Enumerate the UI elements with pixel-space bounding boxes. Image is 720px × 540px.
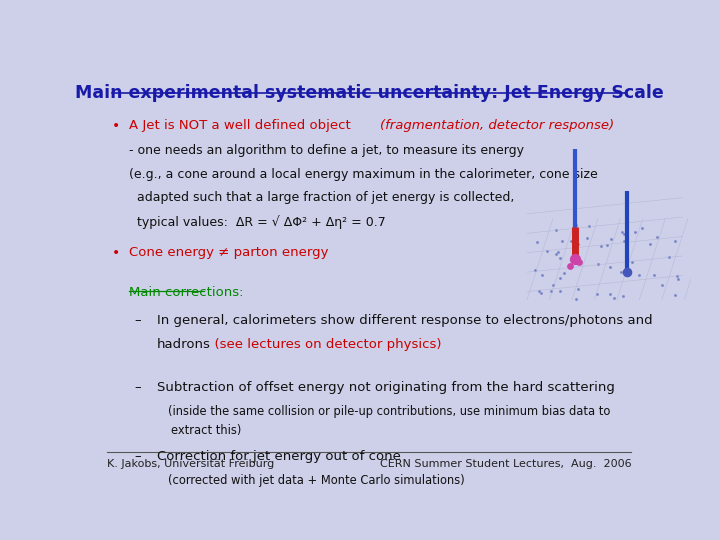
- Point: [669, 291, 680, 299]
- Point: [582, 221, 594, 230]
- Point: [582, 233, 593, 242]
- Point: [529, 266, 541, 274]
- Point: [541, 247, 553, 255]
- Text: Main experimental systematic uncertainty: Jet Energy Scale: Main experimental systematic uncertainty…: [75, 84, 663, 102]
- Point: [536, 270, 548, 279]
- Text: –: –: [135, 314, 141, 327]
- Point: [547, 280, 559, 289]
- Text: –: –: [135, 381, 141, 394]
- Text: (see lectures on detector physics): (see lectures on detector physics): [206, 338, 441, 350]
- Point: [616, 227, 628, 236]
- Point: [550, 250, 562, 259]
- Point: [559, 268, 570, 277]
- Point: [573, 258, 585, 267]
- Point: [535, 289, 546, 298]
- Point: [534, 287, 545, 295]
- Text: hadrons: hadrons: [157, 338, 211, 350]
- Point: [570, 295, 582, 303]
- Point: [595, 241, 606, 250]
- Point: [618, 230, 629, 238]
- Point: [672, 275, 684, 284]
- Point: [652, 232, 663, 241]
- Point: [670, 237, 681, 245]
- Point: [564, 261, 576, 270]
- Text: K. Jakobs, Universität Freiburg: K. Jakobs, Universität Freiburg: [107, 459, 274, 469]
- Point: [626, 258, 638, 266]
- Point: [618, 237, 630, 245]
- Text: adapted such that a large fraction of jet energy is collected,: adapted such that a large fraction of je…: [129, 191, 514, 204]
- Text: Correction for jet energy out of cone: Correction for jet energy out of cone: [157, 450, 401, 463]
- Point: [633, 271, 644, 279]
- Point: [608, 293, 620, 302]
- Point: [554, 254, 565, 262]
- Text: A Jet is NOT a well defined object: A Jet is NOT a well defined object: [129, 119, 351, 132]
- Point: [621, 268, 633, 276]
- Point: [550, 225, 562, 234]
- Text: (e.g., a cone around a local energy maximum in the calorimeter, cone size: (e.g., a cone around a local energy maxi…: [129, 167, 598, 180]
- Text: Cone energy ≠ parton energy: Cone energy ≠ parton energy: [129, 246, 328, 259]
- Point: [554, 287, 566, 296]
- Point: [648, 271, 660, 279]
- Point: [570, 220, 582, 229]
- Point: [570, 255, 581, 264]
- Point: [565, 237, 577, 245]
- Text: extract this): extract this): [171, 424, 241, 437]
- Point: [657, 280, 668, 289]
- Point: [591, 289, 603, 298]
- Point: [573, 255, 585, 264]
- Text: –: –: [135, 450, 141, 463]
- Point: [644, 240, 656, 248]
- Point: [552, 248, 564, 256]
- Point: [616, 268, 627, 276]
- Text: •: •: [112, 119, 120, 133]
- Text: Subtraction of offset energy not originating from the hard scattering: Subtraction of offset energy not origina…: [157, 381, 615, 394]
- Point: [617, 292, 629, 301]
- Point: [663, 253, 675, 261]
- Text: CERN Summer Student Lectures,  Aug.  2006: CERN Summer Student Lectures, Aug. 2006: [379, 459, 631, 469]
- Point: [557, 237, 568, 245]
- Point: [554, 274, 565, 282]
- Point: [531, 238, 543, 246]
- Point: [601, 241, 613, 249]
- Point: [605, 263, 616, 272]
- Text: (inside the same collision or pile-up contributions, use minimum bias data to: (inside the same collision or pile-up co…: [168, 405, 611, 418]
- Text: (corrected with jet data + Monte Carlo simulations): (corrected with jet data + Monte Carlo s…: [168, 474, 465, 487]
- Point: [545, 286, 557, 295]
- Text: typical values:  ΔR = √ ΔΦ² + Δη² = 0.7: typical values: ΔR = √ ΔΦ² + Δη² = 0.7: [129, 215, 386, 228]
- Point: [606, 234, 617, 243]
- Point: [572, 285, 584, 293]
- Point: [629, 228, 641, 237]
- Text: Main corrections:: Main corrections:: [129, 286, 243, 299]
- Point: [572, 240, 584, 248]
- Point: [636, 224, 648, 233]
- Point: [672, 272, 683, 280]
- Point: [593, 259, 604, 268]
- Text: (fragmentation, detector response): (fragmentation, detector response): [380, 119, 614, 132]
- Point: [604, 290, 616, 299]
- Text: - one needs an algorithm to define a jet, to measure its energy: - one needs an algorithm to define a jet…: [129, 144, 524, 157]
- Text: In general, calorimeters show different response to electrons/photons and: In general, calorimeters show different …: [157, 314, 652, 327]
- Text: •: •: [112, 246, 120, 260]
